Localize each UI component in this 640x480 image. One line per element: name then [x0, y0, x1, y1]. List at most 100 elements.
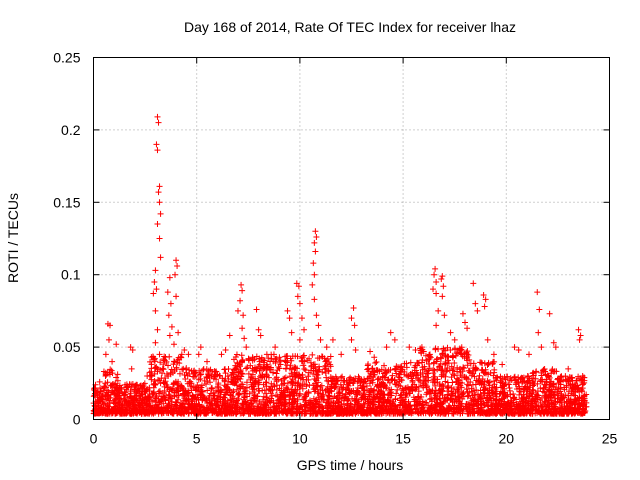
- data-point: [257, 373, 264, 380]
- data-point: [357, 402, 364, 409]
- data-point: [161, 383, 168, 390]
- data-point: [146, 396, 153, 403]
- data-point: [253, 353, 260, 360]
- data-point: [343, 407, 350, 414]
- y-tick-label: 0.25: [53, 50, 80, 66]
- data-point: [222, 376, 229, 383]
- data-point: [255, 385, 262, 392]
- data-point: [267, 386, 274, 393]
- data-point: [288, 386, 295, 393]
- data-point: [167, 395, 174, 402]
- data-point: [249, 355, 256, 362]
- data-point: [104, 392, 111, 399]
- data-point: [174, 396, 181, 403]
- data-point: [247, 406, 254, 413]
- data-point: [305, 389, 312, 396]
- data-point: [184, 391, 191, 398]
- data-point: [312, 376, 319, 383]
- data-point: [141, 405, 148, 412]
- data-point: [234, 360, 241, 367]
- data-point: [227, 391, 234, 398]
- x-tick-label: 20: [499, 431, 515, 447]
- data-point: [247, 362, 254, 369]
- data-point: [297, 375, 304, 382]
- data-point: [316, 363, 323, 370]
- data-point: [185, 400, 192, 407]
- data-point: [205, 372, 212, 379]
- data-point: [187, 383, 194, 390]
- data-point: [336, 386, 343, 393]
- data-point: [215, 380, 222, 387]
- data-point: [247, 375, 254, 382]
- data-point: [234, 364, 241, 371]
- data-point: [168, 387, 175, 394]
- data-point: [166, 353, 173, 360]
- data-point: [243, 379, 250, 386]
- data-point: [328, 398, 335, 405]
- data-point: [221, 394, 228, 401]
- data-point: [270, 369, 277, 376]
- data-point: [268, 390, 275, 397]
- data-point: [129, 380, 136, 387]
- data-point: [163, 404, 170, 411]
- data-point: [251, 379, 258, 386]
- data-point: [273, 378, 280, 385]
- data-point: [121, 391, 128, 398]
- data-point: [156, 399, 163, 406]
- data-point: [158, 370, 165, 377]
- data-point: [282, 408, 289, 415]
- data-point: [209, 397, 216, 404]
- data-point: [315, 401, 322, 408]
- data-point: [161, 353, 168, 360]
- data-point: [97, 388, 104, 395]
- data-point: [261, 387, 268, 394]
- data-point: [322, 369, 329, 376]
- data-point: [372, 360, 379, 367]
- data-point: [116, 382, 123, 389]
- data-point: [320, 396, 327, 403]
- data-point: [198, 388, 205, 395]
- data-point: [353, 409, 360, 416]
- data-point: [206, 374, 213, 381]
- data-point: [393, 370, 400, 377]
- data-point: [283, 353, 290, 360]
- data-point: [262, 401, 269, 408]
- data-point: [230, 371, 237, 378]
- data-point: [320, 410, 327, 417]
- data-point: [313, 382, 320, 389]
- data-point: [332, 383, 339, 390]
- data-point: [102, 372, 109, 379]
- data-point: [249, 367, 256, 374]
- data-point: [314, 355, 321, 362]
- data-point: [254, 403, 261, 410]
- data-point: [202, 381, 209, 388]
- data-point: [329, 378, 336, 385]
- data-point: [312, 410, 319, 417]
- data-point: [244, 364, 251, 371]
- data-point: [327, 353, 334, 360]
- data-point: [175, 409, 182, 416]
- data-point: [151, 404, 158, 411]
- data-point: [251, 395, 258, 402]
- data-point: [276, 396, 283, 403]
- data-point: [352, 398, 359, 405]
- data-point: [150, 390, 157, 397]
- data-point: [154, 365, 161, 372]
- data-point: [237, 366, 244, 373]
- data-point: [165, 362, 172, 369]
- data-point: [140, 385, 147, 392]
- data-point: [198, 403, 205, 410]
- data-point: [265, 374, 272, 381]
- data-point: [178, 351, 185, 358]
- data-point: [202, 410, 209, 417]
- data-point: [201, 377, 208, 384]
- data-point: [262, 379, 269, 386]
- data-point: [157, 359, 164, 366]
- data-point: [206, 405, 213, 412]
- data-point: [332, 373, 339, 380]
- data-point: [99, 399, 106, 406]
- data-point: [277, 361, 284, 368]
- data-point: [296, 372, 303, 379]
- data-point: [282, 365, 289, 372]
- data-point: [348, 409, 355, 416]
